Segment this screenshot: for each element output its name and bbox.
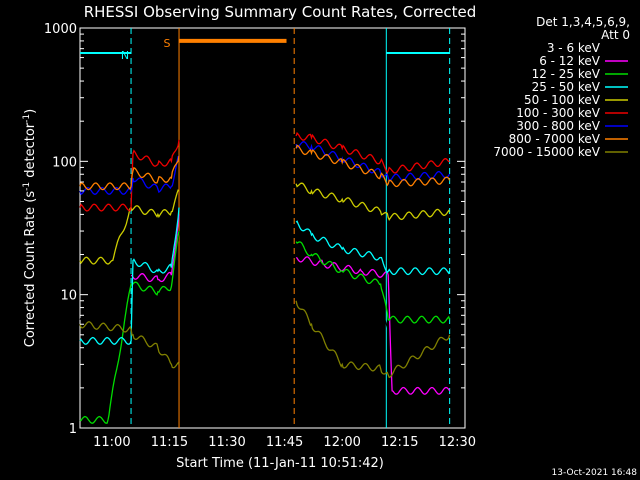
chart-title: RHESSI Observing Summary Count Rates, Co…	[84, 3, 477, 21]
series-line	[79, 321, 180, 369]
x-tick-label: 11:00	[93, 435, 130, 450]
series-line	[295, 259, 451, 334]
series-line	[79, 139, 180, 212]
legend-label: 100 - 300 keV	[516, 106, 600, 120]
flag-markers: NS	[80, 37, 450, 62]
legend-header: Det 1,3,4,5,6,9,	[536, 15, 630, 29]
y-axis-label-exp1: -1	[22, 182, 32, 191]
x-tick-label: 11:45	[266, 435, 303, 450]
y-axis-label-mid: detector	[23, 122, 38, 182]
flag-label: N	[121, 49, 129, 62]
series-line	[79, 230, 180, 424]
y-tick-label: 10	[60, 289, 77, 304]
series-line	[295, 241, 451, 324]
series-line	[79, 207, 180, 345]
series-line	[295, 131, 450, 175]
x-tick-label: 11:15	[151, 435, 188, 450]
x-tick-label: 11:30	[208, 435, 245, 450]
series-line	[295, 144, 451, 188]
legend-label: 7000 - 15000 keV	[493, 145, 600, 159]
y-axis-label-exp2: -1	[22, 114, 32, 123]
legend-label: 300 - 800 keV	[516, 119, 600, 133]
y-axis-ticks: 1 10 100 1000	[44, 22, 465, 437]
y-tick-label: 100	[52, 155, 77, 170]
series-line	[295, 300, 451, 379]
x-tick-label: 12:30	[439, 435, 476, 450]
x-tick-label: 12:00	[323, 435, 360, 450]
series-line	[295, 182, 451, 222]
y-tick-label: 1000	[44, 22, 77, 37]
legend-label: 25 - 50 keV	[532, 80, 601, 94]
series-line	[79, 231, 180, 324]
y-axis-label: Corrected Count Rate (s-1 detector-1)	[22, 109, 38, 347]
y-tick-label: 1	[69, 422, 77, 437]
series-line	[295, 220, 451, 276]
legend-label: 6 - 12 keV	[539, 54, 601, 68]
flag-label: S	[164, 37, 171, 50]
footer-date: 13-Oct-2021 16:48	[552, 468, 638, 478]
series-line	[130, 214, 180, 283]
legend-label: 12 - 25 keV	[532, 67, 601, 81]
legend-label: 50 - 100 keV	[524, 93, 601, 107]
plot-frame	[79, 27, 466, 429]
x-tick-label: 12:15	[381, 435, 418, 450]
legend-att: Att 0	[601, 28, 630, 42]
series-line	[295, 256, 451, 395]
x-axis-label: Start Time (11-Jan-11 10:51:42)	[176, 456, 384, 471]
vertical-markers	[130, 28, 451, 428]
legend-label: 800 - 7000 keV	[509, 132, 601, 146]
x-axis-ticks: 11:00 11:15 11:30 11:45 12:00 12:15 12:30	[93, 435, 476, 450]
legend-label: 3 - 6 keV	[547, 41, 601, 55]
series-lines	[79, 131, 451, 424]
y-axis-label-end: )	[23, 109, 38, 114]
series-line	[295, 141, 451, 183]
series-line	[79, 189, 180, 265]
y-axis-label-main: Corrected Count Rate (s	[23, 191, 38, 348]
series-line	[79, 155, 180, 191]
